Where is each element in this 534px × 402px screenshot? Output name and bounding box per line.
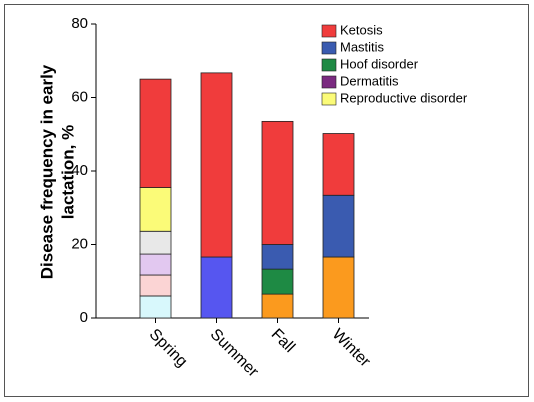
- x-tick-label: Summer: [207, 326, 262, 381]
- bar-segment: [139, 78, 172, 188]
- bar-segment: [139, 187, 172, 232]
- bar-segment: [261, 120, 294, 245]
- x-tick-label: Fall: [268, 326, 298, 356]
- bar-segment: [261, 293, 294, 319]
- y-tick-label: 20: [71, 235, 88, 252]
- legend-label: Hoof disorder: [340, 56, 419, 71]
- bar-segment: [139, 274, 172, 297]
- legend-label: Reproductive disorder: [340, 90, 468, 105]
- bar-segment: [200, 72, 233, 258]
- bar-segment: [200, 256, 233, 319]
- legend-swatch: [321, 75, 337, 89]
- bar-segment: [139, 295, 172, 319]
- y-tick-label: 40: [71, 162, 88, 179]
- bar-segment: [322, 133, 355, 196]
- legend-swatch: [321, 58, 337, 72]
- legend-label: Dermatitis: [340, 73, 399, 88]
- y-axis-label: Disease frequency in early: [37, 64, 56, 279]
- x-tick-label: Winter: [329, 326, 374, 371]
- bar-segment: [139, 230, 172, 255]
- y-tick-label: 0: [80, 309, 88, 326]
- legend-swatch: [321, 24, 337, 38]
- frame: [4, 4, 529, 397]
- bar-segment: [322, 256, 355, 319]
- bar-segment: [261, 268, 294, 295]
- legend-label: Ketosis: [340, 22, 383, 37]
- bar-segment: [139, 253, 172, 276]
- legend-swatch: [321, 41, 337, 55]
- x-tick-label: Spring: [146, 326, 191, 371]
- legend-label: Mastitis: [340, 39, 385, 54]
- y-tick-label: 60: [71, 88, 88, 105]
- y-tick-label: 80: [71, 15, 88, 32]
- y-axis-label: lactation, %: [58, 125, 77, 219]
- legend-swatch: [321, 92, 337, 106]
- bar-segment: [322, 194, 355, 258]
- bar-segment: [261, 244, 294, 270]
